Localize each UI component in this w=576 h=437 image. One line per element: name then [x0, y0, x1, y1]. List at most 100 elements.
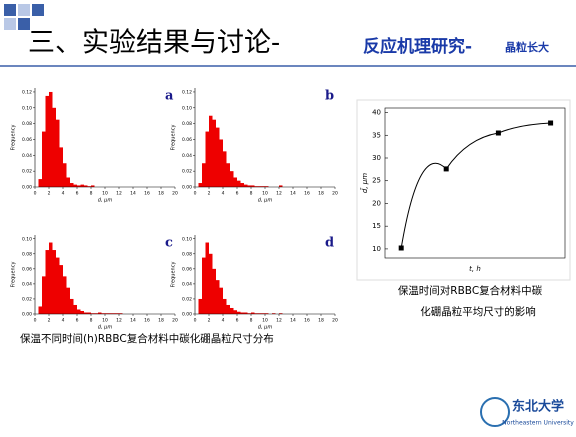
y-tick-label: 0.10: [22, 236, 32, 242]
bar: [63, 163, 67, 187]
y-tick-label: 40: [372, 109, 381, 117]
caption-right-2: 化硼晶粒平均尺寸的影响: [420, 305, 536, 318]
bar: [244, 184, 248, 187]
y-tick-label: 0.04: [22, 153, 32, 159]
bar: [63, 276, 67, 314]
bar: [91, 185, 95, 187]
x-tick-label: 8: [250, 191, 253, 197]
y-tick-label: 0.00: [22, 312, 32, 318]
x-tick-label: 6: [236, 191, 239, 197]
x-tick-label: 16: [304, 191, 310, 197]
bar: [251, 185, 255, 187]
bar: [42, 131, 46, 187]
x-tick-label: 10: [262, 191, 268, 197]
bar: [258, 313, 262, 314]
x-tick-label: 14: [290, 318, 296, 324]
y-tick-label: 0.04: [182, 153, 192, 159]
bar: [254, 186, 258, 187]
bar: [254, 313, 258, 314]
bar: [251, 312, 255, 314]
y-tick-label: 0.00: [22, 185, 32, 191]
bar: [56, 119, 60, 187]
bar: [77, 185, 81, 187]
x-tick-label: 8: [90, 191, 93, 197]
x-tick-label: 2: [208, 191, 211, 197]
bar: [237, 311, 241, 314]
x-tick-label: 12: [276, 191, 282, 197]
bar: [226, 304, 230, 314]
bar: [49, 91, 53, 187]
decor-squares: [4, 4, 44, 30]
x-tick-label: 0: [194, 191, 197, 197]
bar: [80, 184, 84, 187]
y-tick-label: 25: [372, 177, 381, 185]
bar: [202, 257, 206, 314]
bar: [73, 184, 77, 187]
y-tick-label: 0.08: [22, 121, 32, 127]
marker: [443, 166, 449, 172]
bar: [219, 139, 223, 187]
bar: [279, 313, 283, 314]
panel-label: c: [165, 236, 173, 251]
x-tick-label: 20: [172, 191, 178, 197]
bar: [42, 276, 46, 314]
bar: [247, 313, 251, 314]
bar: [56, 257, 60, 314]
x-tick-label: 2: [208, 318, 211, 324]
y-tick-label: 30: [372, 154, 381, 162]
line-chart-frame: [356, 99, 571, 281]
y-tick-label: 0.12: [182, 89, 192, 95]
x-tick-label: 18: [318, 318, 324, 324]
bar: [212, 119, 216, 187]
x-tick-label: 18: [318, 191, 324, 197]
y-axis-label: Frequency: [171, 262, 177, 288]
bar: [112, 313, 116, 314]
bar: [66, 287, 70, 314]
bar: [38, 306, 42, 314]
bar: [108, 313, 112, 314]
bar: [272, 313, 276, 314]
bar: [94, 313, 98, 314]
x-tick-label: 16: [144, 191, 150, 197]
x-tick-label: 8: [90, 318, 93, 324]
x-tick-label: 14: [290, 191, 296, 197]
bar: [45, 250, 49, 314]
bar: [265, 186, 269, 187]
y-tick-label: 0.06: [182, 137, 192, 143]
x-tick-label: 8: [250, 318, 253, 324]
bar: [216, 280, 220, 314]
y-tick-label: 0.12: [22, 89, 32, 95]
bar: [226, 163, 230, 187]
bar: [59, 147, 63, 187]
y-tick-label: 0.10: [182, 105, 192, 111]
y-tick-label: 0.02: [22, 296, 32, 302]
bar: [101, 313, 105, 314]
bar: [59, 265, 63, 314]
x-tick-label: 18: [158, 191, 164, 197]
bar: [70, 183, 74, 187]
bar: [265, 313, 269, 314]
x-tick-label: 0: [34, 191, 37, 197]
x-tick-label: 10: [262, 318, 268, 324]
panel-label: b: [325, 89, 334, 104]
y-tick-label: 0.04: [182, 281, 192, 287]
x-tick-label: 10: [102, 191, 108, 197]
x-tick-label: 6: [76, 318, 79, 324]
x-tick-label: 4: [222, 191, 225, 197]
y-tick-label: 0.02: [182, 296, 192, 302]
bar: [202, 163, 206, 187]
title-main: 三、实验结果与讨论-: [28, 28, 280, 59]
bar: [230, 307, 234, 314]
x-tick-label: 2: [48, 318, 51, 324]
bar: [209, 253, 213, 314]
x-tick-label: 4: [62, 191, 65, 197]
caption-left: 保温不同时间(h)RBBC复合材料中碳化硼晶粒尺寸分布: [20, 332, 274, 345]
bar: [212, 268, 216, 314]
bar: [73, 304, 77, 314]
x-tick-label: 4: [62, 318, 65, 324]
bar: [230, 171, 234, 187]
panel-label: a: [165, 89, 174, 104]
y-tick-label: 0.06: [22, 266, 32, 272]
bar: [52, 107, 56, 187]
bar: [80, 310, 84, 314]
